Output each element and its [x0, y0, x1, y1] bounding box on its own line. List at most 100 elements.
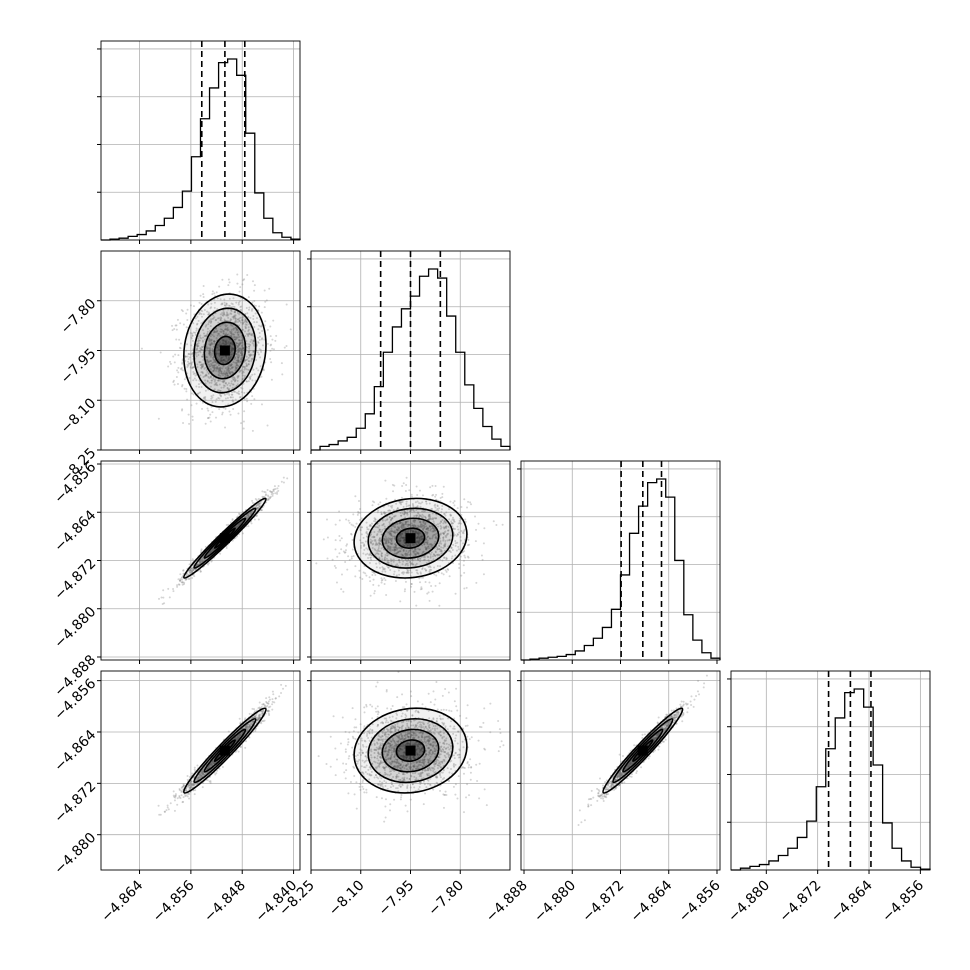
- sample-point: [231, 371, 234, 374]
- sample-point: [261, 329, 264, 332]
- sample-point: [234, 314, 237, 317]
- sample-point: [415, 485, 418, 488]
- sample-point: [178, 579, 181, 582]
- sample-point: [334, 566, 337, 569]
- sample-point: [221, 374, 224, 377]
- sample-point: [225, 343, 228, 346]
- sample-point: [342, 550, 345, 553]
- sample-point: [234, 317, 237, 320]
- sample-point: [430, 568, 433, 571]
- sample-point: [199, 363, 202, 366]
- sample-point: [220, 331, 223, 334]
- sample-point: [402, 523, 405, 526]
- sample-point: [230, 318, 233, 321]
- sample-point: [404, 580, 407, 583]
- sample-point: [241, 339, 244, 342]
- sample-point: [199, 336, 202, 339]
- sample-point: [253, 325, 256, 328]
- density-2-1: [315, 476, 504, 607]
- sample-point: [247, 514, 250, 517]
- sample-point: [207, 416, 210, 419]
- sample-point: [226, 387, 229, 390]
- sample-point: [200, 558, 203, 561]
- sample-point: [378, 528, 381, 531]
- sample-point: [201, 371, 204, 374]
- y-tick-label: −4.880: [51, 604, 99, 652]
- sample-point: [188, 577, 191, 580]
- sample-point: [214, 379, 217, 382]
- sample-point: [231, 347, 234, 350]
- sample-point: [412, 563, 415, 566]
- sample-point: [201, 407, 204, 410]
- sample-point: [191, 570, 194, 573]
- sample-point: [200, 348, 203, 351]
- sample-point: [210, 551, 213, 554]
- sample-point: [346, 543, 349, 546]
- sample-point: [369, 556, 372, 559]
- sample-point: [188, 563, 191, 566]
- sample-point: [186, 343, 189, 346]
- sample-point: [249, 378, 252, 381]
- sample-point: [480, 554, 483, 557]
- sample-point: [424, 556, 427, 559]
- sample-point: [175, 328, 178, 331]
- sample-point: [197, 563, 200, 566]
- sample-point: [237, 303, 240, 306]
- y-ticks: −8.25−8.10−7.95−7.80: [58, 296, 101, 487]
- sample-point: [442, 522, 445, 525]
- sample-point: [405, 483, 408, 486]
- sample-point: [207, 375, 210, 378]
- sample-point: [222, 340, 225, 343]
- sample-point: [230, 364, 233, 367]
- sample-point: [258, 701, 261, 704]
- sample-point: [427, 566, 430, 569]
- sample-point: [204, 545, 207, 548]
- sample-point: [216, 367, 219, 370]
- sample-point: [179, 347, 182, 350]
- sample-point: [427, 515, 430, 518]
- sample-point: [425, 548, 428, 551]
- sample-point: [237, 344, 240, 347]
- sample-point: [269, 358, 272, 361]
- sample-point: [455, 549, 458, 552]
- sample-point: [176, 369, 179, 372]
- sample-point: [213, 298, 216, 301]
- sample-point: [254, 497, 257, 500]
- sample-point: [202, 329, 205, 332]
- sample-point: [233, 306, 236, 309]
- sample-point: [192, 379, 195, 382]
- sample-point: [211, 559, 214, 562]
- sample-point: [448, 550, 451, 553]
- sample-point: [181, 385, 184, 388]
- y-tick-label: −4.872: [51, 556, 99, 604]
- sample-point: [246, 358, 249, 361]
- sample-point: [223, 359, 226, 362]
- sample-point: [184, 578, 187, 581]
- sample-point: [211, 396, 214, 399]
- sample-point: [247, 525, 250, 528]
- sample-point: [270, 361, 273, 364]
- sample-point: [202, 313, 205, 316]
- sample-point: [209, 325, 212, 328]
- sample-point: [404, 522, 407, 525]
- sample-point: [227, 382, 230, 385]
- sample-point: [208, 354, 211, 357]
- sample-point: [213, 301, 216, 304]
- sample-point: [240, 352, 243, 355]
- sample-point: [192, 305, 195, 308]
- sample-point: [434, 517, 437, 520]
- sample-point: [445, 570, 448, 573]
- sample-point: [350, 523, 353, 526]
- sample-point: [235, 362, 238, 365]
- sample-point: [501, 523, 504, 526]
- sample-point: [140, 347, 143, 350]
- sample-point: [466, 506, 469, 509]
- sample-point: [247, 345, 250, 348]
- sample-point: [227, 340, 230, 343]
- y-tick-label: −4.864: [51, 507, 99, 555]
- sample-point: [418, 557, 421, 560]
- sample-point: [223, 313, 226, 316]
- sample-point: [172, 590, 175, 593]
- sample-point: [217, 364, 220, 367]
- sample-point: [205, 360, 208, 363]
